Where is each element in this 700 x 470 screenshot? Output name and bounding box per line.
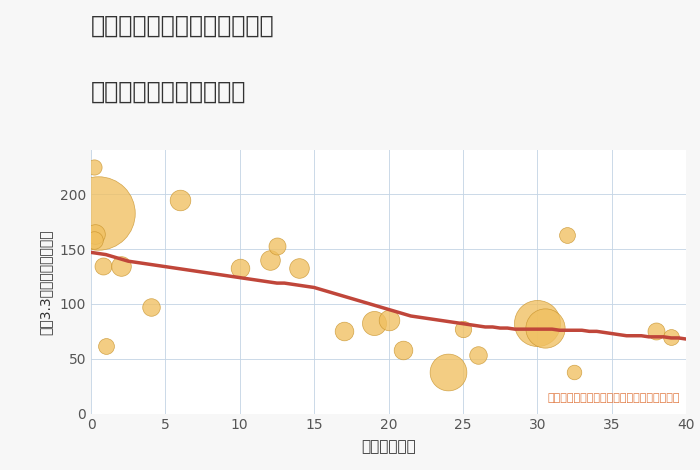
Text: 築年数別中古戸建て価格: 築年数別中古戸建て価格 [91, 80, 246, 104]
Point [666, 333, 677, 341]
Point [88, 163, 99, 171]
Point [383, 317, 394, 324]
Point [442, 368, 454, 376]
Point [145, 304, 156, 311]
X-axis label: 築年数（年）: 築年数（年） [361, 439, 416, 454]
Point [532, 319, 543, 326]
Text: 兵庫県西宮市上ヶ原一番町の: 兵庫県西宮市上ヶ原一番町の [91, 14, 274, 38]
Point [97, 262, 108, 269]
Point [338, 328, 349, 335]
Point [651, 328, 662, 335]
Point [561, 231, 573, 239]
Point [294, 264, 305, 272]
Point [234, 264, 246, 272]
Point [457, 325, 468, 333]
Point [569, 368, 580, 376]
Point [539, 324, 550, 332]
Point [93, 209, 104, 217]
Point [368, 319, 379, 326]
Text: 円の大きさは、取引のあった物件面積を示す: 円の大きさは、取引のあった物件面積を示す [547, 393, 680, 403]
Point [398, 346, 409, 354]
Point [472, 352, 483, 359]
Point [175, 196, 186, 204]
Y-axis label: 坪（3.3㎡）単価（万円）: 坪（3.3㎡）単価（万円） [38, 229, 52, 335]
Point [272, 242, 283, 250]
Point [264, 256, 275, 264]
Point [88, 236, 99, 244]
Point [115, 262, 126, 269]
Point [90, 230, 101, 237]
Point [100, 342, 111, 349]
